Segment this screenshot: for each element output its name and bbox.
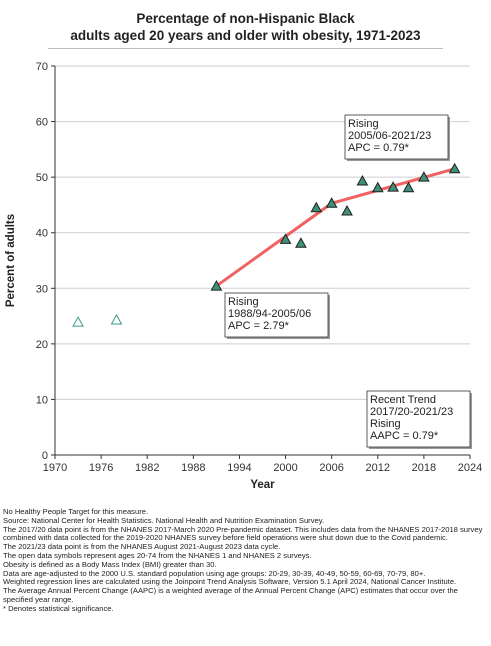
x-tick-label: 2018 — [412, 462, 436, 474]
data-point-triangle — [341, 205, 353, 216]
title-divider — [48, 48, 443, 49]
obesity-trend-chart: 0 10 20 30 40 50 60 70 1970 1976 1982 1988 1994 2000 2… — [5, 61, 482, 491]
annotation-text: APC = 2.79* — [228, 320, 290, 332]
annotation-box — [224, 292, 329, 338]
data-point-triangle — [310, 201, 323, 213]
footnote-line: Data are age-adjusted to the 2000 U.S. s… — [3, 568, 426, 578]
data-point-triangle — [448, 162, 461, 174]
data-point-triangle — [402, 181, 415, 193]
footnote-line: The open data symbols represent ages 20-… — [3, 550, 312, 560]
annotation-box — [344, 114, 449, 160]
annotation-text: 2005/06-2021/23 — [348, 130, 431, 142]
data-point-triangle — [371, 181, 384, 193]
data-point-triangle — [387, 181, 399, 192]
x-tick-label: 1970 — [43, 462, 67, 474]
footnote-line: No Healthy People Target for this measur… — [3, 507, 149, 516]
annotation-text: AAPC = 0.79* — [370, 430, 439, 442]
x-tick-label: 1994 — [227, 462, 251, 474]
trend-line — [214, 201, 334, 288]
y-tick-label: 40 — [36, 228, 48, 240]
footnote-line: Weighted regression lines are calculated… — [3, 577, 457, 587]
data-point-triangle — [356, 175, 369, 186]
footnotes: No Healthy People Target for this measur… — [3, 507, 488, 614]
x-tick-label: 2000 — [273, 462, 297, 474]
annotation-text: Rising — [370, 418, 401, 430]
annotation-text: 1988/94-2005/06 — [228, 308, 311, 320]
x-tick-label: 2024 — [458, 462, 482, 474]
x-tick-label: 2012 — [366, 462, 390, 474]
annotation-text: 2017/20-2021/23 — [370, 406, 453, 418]
footnote-line: Source: National Center for Health Stati… — [3, 515, 325, 525]
y-tick-label: 0 — [42, 450, 48, 462]
footnote-line: The 2017/20 data point is from the NHANE… — [3, 524, 483, 543]
annotation-text: Rising — [348, 118, 379, 130]
y-tick-label: 60 — [36, 117, 48, 129]
data-point-open-triangle — [72, 316, 84, 327]
data-point-triangle — [295, 237, 307, 248]
chart-title-line-2: adults aged 20 years and older with obes… — [70, 28, 421, 43]
y-tick-label: 70 — [36, 61, 48, 73]
annotation-text: APC = 0.79* — [348, 142, 410, 154]
chart-title: Percentage of non-Hispanic Black adults … — [0, 10, 491, 44]
data-point-triangle — [279, 233, 292, 244]
x-tick-label: 1988 — [181, 462, 205, 474]
footnote-line: * Denotes statistical significance. — [3, 603, 114, 613]
x-tick-label: 1976 — [89, 462, 113, 474]
annotation-text: Recent Trend — [370, 394, 436, 406]
y-tick-label: 20 — [36, 339, 48, 351]
chart-title-line-1: Percentage of non-Hispanic Black — [136, 11, 355, 26]
data-point-open-triangle — [110, 313, 123, 325]
footnote-line: The Average Annual Percent Change (AAPC)… — [3, 586, 458, 604]
data-point-triangle — [210, 280, 223, 291]
annotation-box — [366, 390, 471, 448]
y-tick-label: 30 — [36, 283, 48, 295]
y-axis-title: Percent of adults — [5, 214, 17, 307]
x-tick-label: 1982 — [135, 462, 159, 474]
annotation-text: Rising — [228, 296, 259, 308]
y-tick-label: 10 — [36, 394, 48, 406]
footnote-line: Obesity is defined as a Body Mass Index … — [3, 559, 217, 569]
y-tick-label: 50 — [36, 172, 48, 184]
footnote-line: The 2021/23 data point is from the NHANE… — [3, 542, 281, 552]
x-tick-label: 2006 — [319, 462, 343, 474]
x-axis-title: Year — [250, 479, 275, 491]
data-point-triangle — [325, 197, 338, 208]
data-point-triangle — [418, 171, 430, 182]
